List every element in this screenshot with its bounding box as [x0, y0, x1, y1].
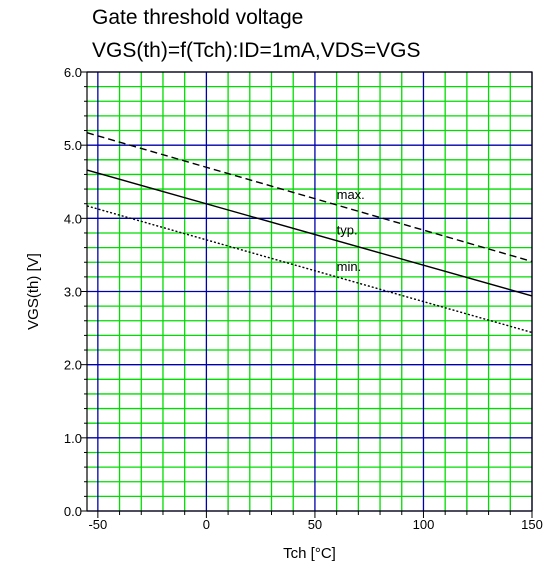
y-tick-label: 6.0 [64, 65, 82, 80]
x-tick-label: 50 [308, 517, 322, 532]
y-tick-label: 1.0 [64, 431, 82, 446]
y-tick-label: 0.0 [64, 504, 82, 519]
series-labels: max. typ. min. [337, 187, 365, 274]
x-tick-labels: -50 0 50 100 150 [88, 517, 542, 532]
series-lines [86, 132, 533, 334]
y-tick-label: 3.0 [64, 285, 82, 300]
x-tick-label: 100 [413, 517, 435, 532]
series-label-typ: typ. [337, 223, 358, 238]
series-line-max [86, 132, 533, 263]
series-label-max: max. [337, 187, 365, 202]
chart-title: Gate threshold voltage [92, 6, 304, 29]
chart-subtitle: VGS(th)=f(Tch):ID=1mA,VDS=VGS [92, 39, 421, 62]
axis-ticks [81, 71, 533, 518]
y-axis-label: VGS(th) [V] [25, 253, 42, 330]
y-tick-label: 5.0 [64, 138, 82, 153]
series-label-min: min. [337, 259, 362, 274]
x-tick-label: 0 [203, 517, 210, 532]
y-tick-label: 4.0 [64, 211, 82, 226]
x-tick-label: -50 [88, 517, 107, 532]
major-grid [87, 71, 533, 512]
y-tick-labels: 0.0 1.0 2.0 3.0 4.0 5.0 6.0 [64, 65, 82, 519]
x-axis-label: Tch [°C] [283, 545, 336, 562]
y-tick-label: 2.0 [64, 358, 82, 373]
series-line-min [86, 205, 533, 334]
x-tick-label: 150 [521, 517, 543, 532]
series-line-typ [86, 169, 533, 297]
